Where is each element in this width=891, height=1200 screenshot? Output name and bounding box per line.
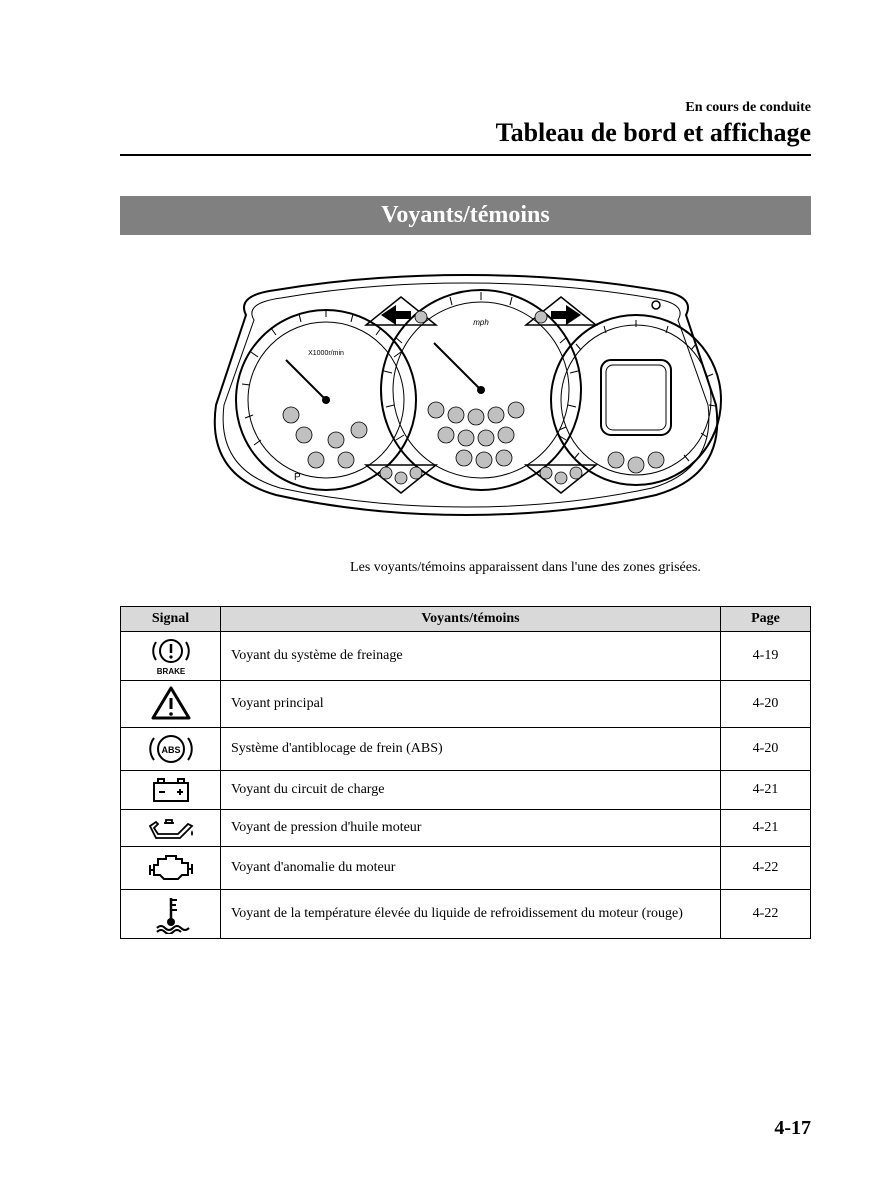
row-label: Voyant d'anomalie du moteur — [221, 847, 721, 890]
row-page: 4-21 — [721, 771, 811, 810]
left-turn-indicator — [366, 297, 436, 325]
col-header-desc: Voyants/témoins — [221, 607, 721, 632]
header-rule — [120, 154, 811, 156]
abs-icon: ABS — [121, 728, 221, 771]
table-row: BRAKE Voyant du système de freinage 4-19 — [121, 632, 811, 681]
engine-icon — [121, 847, 221, 890]
table-row: Voyant de pression d'huile moteur 4-21 — [121, 810, 811, 847]
table-row: ABS Système d'antiblocage de frein (ABS)… — [121, 728, 811, 771]
battery-icon — [121, 771, 221, 810]
coolant-temp-icon — [121, 890, 221, 939]
row-page: 4-20 — [721, 728, 811, 771]
signals-table: Signal Voyants/témoins Page BRAKE V — [120, 606, 811, 939]
page-title: Tableau de bord et affichage — [120, 118, 811, 148]
mph-label: mph — [473, 318, 489, 327]
svg-text:ABS: ABS — [161, 745, 180, 755]
svg-text:BRAKE: BRAKE — [156, 667, 185, 676]
table-row: Voyant de la température élevée du liqui… — [121, 890, 811, 939]
row-label: Voyant du système de freinage — [221, 632, 721, 681]
col-header-signal: Signal — [121, 607, 221, 632]
table-row: Voyant d'anomalie du moteur 4-22 — [121, 847, 811, 890]
col-header-page: Page — [721, 607, 811, 632]
page-number: 4-17 — [774, 1117, 811, 1140]
right-turn-indicator — [526, 297, 596, 325]
row-label: Système d'antiblocage de frein (ABS) — [221, 728, 721, 771]
brake-icon: BRAKE — [121, 632, 221, 681]
row-label: Voyant principal — [221, 681, 721, 728]
table-row: Voyant principal 4-20 — [121, 681, 811, 728]
row-page: 4-21 — [721, 810, 811, 847]
section-banner: Voyants/témoins — [120, 196, 811, 235]
header-breadcrumb: En cours de conduite — [120, 100, 811, 116]
table-header-row: Signal Voyants/témoins Page — [121, 607, 811, 632]
diagram-caption: Les voyants/témoins apparaissent dans l'… — [120, 560, 811, 576]
row-page: 4-20 — [721, 681, 811, 728]
oil-icon — [121, 810, 221, 847]
row-page: 4-19 — [721, 632, 811, 681]
row-page: 4-22 — [721, 890, 811, 939]
instrument-cluster-diagram: X1000r/min P — [120, 265, 811, 530]
p-label: P — [294, 472, 301, 483]
rpm-label: X1000r/min — [308, 350, 344, 357]
row-label: Voyant de pression d'huile moteur — [221, 810, 721, 847]
row-label: Voyant de la température élevée du liqui… — [221, 890, 721, 939]
table-row: Voyant du circuit de charge 4-21 — [121, 771, 811, 810]
row-page: 4-22 — [721, 847, 811, 890]
row-label: Voyant du circuit de charge — [221, 771, 721, 810]
warning-icon — [121, 681, 221, 728]
